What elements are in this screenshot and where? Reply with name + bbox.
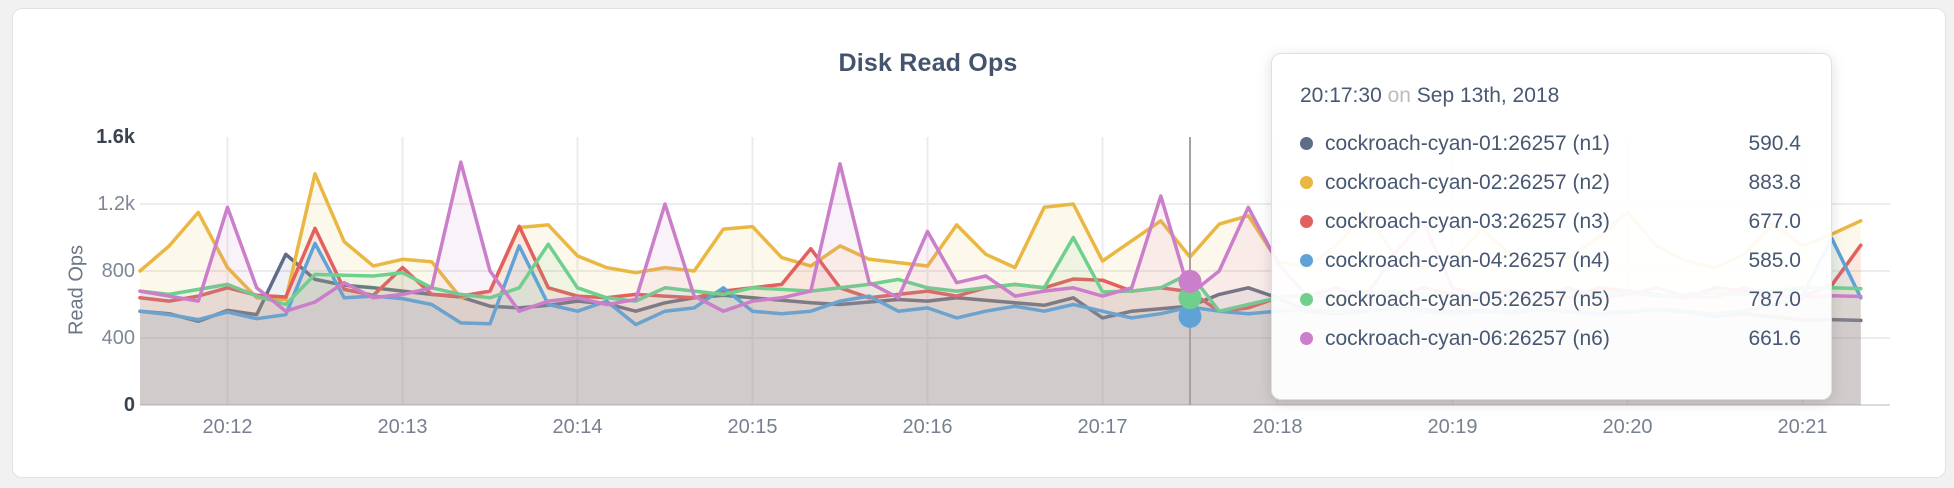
x-tick-label: 20:20 xyxy=(1602,416,1653,438)
tooltip-rows: cockroach-cyan-01:26257 (n1) 590.4 cockroa… xyxy=(1300,124,1801,358)
y-tick-label: 800 xyxy=(101,260,135,282)
tooltip-series-value: 787.0 xyxy=(1748,287,1801,311)
tooltip-row: cockroach-cyan-01:26257 (n1) 590.4 xyxy=(1300,124,1801,163)
x-tick-label: 20:21 xyxy=(1777,416,1828,438)
tooltip-series-label: cockroach-cyan-05:26257 (n5) xyxy=(1325,287,1610,311)
x-tick-label: 20:16 xyxy=(902,416,953,438)
tooltip-row: cockroach-cyan-02:26257 (n2) 883.8 xyxy=(1300,163,1801,202)
hover-point-n4 xyxy=(1178,304,1202,328)
tooltip-header: 20:17:30 on Sep 13th, 2018 xyxy=(1300,84,1801,108)
hover-point-n6 xyxy=(1178,269,1202,293)
tooltip-series-value: 677.0 xyxy=(1748,209,1801,233)
x-tick-label: 20:14 xyxy=(552,416,603,438)
x-tick-label: 20:17 xyxy=(1077,416,1128,438)
tooltip-series-value: 883.8 xyxy=(1748,170,1801,194)
tooltip-time: 20:17:30 xyxy=(1300,84,1382,107)
tooltip-row: cockroach-cyan-06:26257 (n6) 661.6 xyxy=(1300,319,1801,358)
y-tick-label: 400 xyxy=(101,327,135,349)
tooltip-series-value: 590.4 xyxy=(1748,131,1801,155)
x-tick-label: 20:13 xyxy=(377,416,428,438)
tooltip-row: cockroach-cyan-04:26257 (n4) 585.0 xyxy=(1300,241,1801,280)
series-color-dot-icon xyxy=(1300,137,1313,150)
x-tick-label: 20:12 xyxy=(202,416,253,438)
chart-title: Disk Read Ops xyxy=(838,49,1018,77)
x-tick-label: 20:15 xyxy=(727,416,778,438)
tooltip-series-label: cockroach-cyan-02:26257 (n2) xyxy=(1325,170,1610,194)
series-color-dot-icon xyxy=(1300,176,1313,189)
y-tick-label: 1.2k xyxy=(97,193,135,215)
tooltip-row: cockroach-cyan-03:26257 (n3) 677.0 xyxy=(1300,202,1801,241)
series-color-dot-icon xyxy=(1300,215,1313,228)
tooltip-series-label: cockroach-cyan-03:26257 (n3) xyxy=(1325,209,1610,233)
tooltip-date: Sep 13th, 2018 xyxy=(1416,84,1560,107)
y-tick-label: 1.6k xyxy=(96,126,135,148)
y-tick-label: 0 xyxy=(123,394,135,416)
x-tick-label: 20:18 xyxy=(1252,416,1303,438)
tooltip-row: cockroach-cyan-05:26257 (n5) 787.0 xyxy=(1300,280,1801,319)
series-color-dot-icon xyxy=(1300,332,1313,345)
tooltip-separator: on xyxy=(1387,84,1411,107)
tooltip-series-label: cockroach-cyan-06:26257 (n6) xyxy=(1325,326,1610,350)
hover-point-n5 xyxy=(1178,286,1202,310)
tooltip-series-value: 661.6 xyxy=(1748,326,1801,350)
tooltip-series-value: 585.0 xyxy=(1748,248,1801,272)
hover-tooltip: 20:17:30 on Sep 13th, 2018 cockroach-cya… xyxy=(1271,53,1832,400)
tooltip-series-label: cockroach-cyan-04:26257 (n4) xyxy=(1325,248,1610,272)
tooltip-series-label: cockroach-cyan-01:26257 (n1) xyxy=(1325,131,1610,155)
x-tick-label: 20:19 xyxy=(1427,416,1478,438)
series-color-dot-icon xyxy=(1300,293,1313,306)
series-color-dot-icon xyxy=(1300,254,1313,267)
